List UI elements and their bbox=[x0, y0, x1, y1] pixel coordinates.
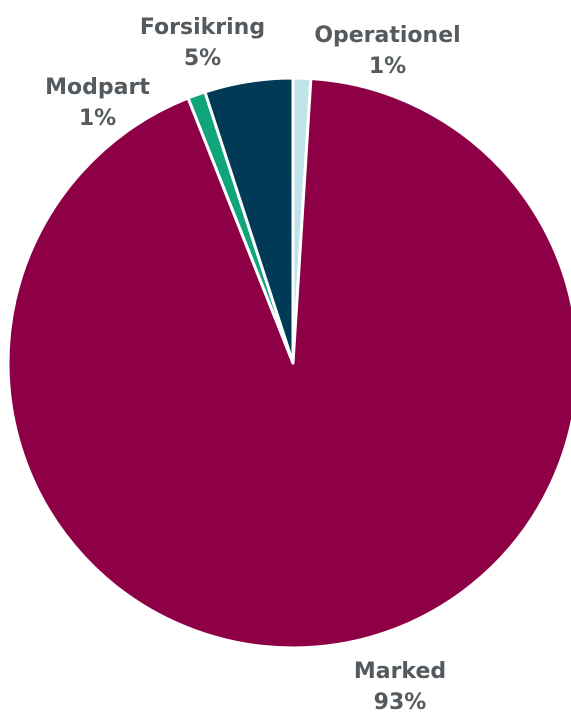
label-marked-name: Marked bbox=[330, 656, 470, 687]
label-operationel-name: Operationel bbox=[300, 20, 475, 51]
label-operationel-value: 1% bbox=[300, 51, 475, 82]
label-forsikring: Forsikring 5% bbox=[125, 12, 280, 74]
label-marked-value: 93% bbox=[330, 687, 470, 718]
label-modpart-value: 1% bbox=[30, 103, 165, 134]
label-marked: Marked 93% bbox=[330, 656, 470, 718]
label-forsikring-value: 5% bbox=[125, 43, 280, 74]
label-modpart: Modpart 1% bbox=[30, 72, 165, 134]
label-operationel: Operationel 1% bbox=[300, 20, 475, 82]
label-modpart-name: Modpart bbox=[30, 72, 165, 103]
label-forsikring-name: Forsikring bbox=[125, 12, 280, 43]
